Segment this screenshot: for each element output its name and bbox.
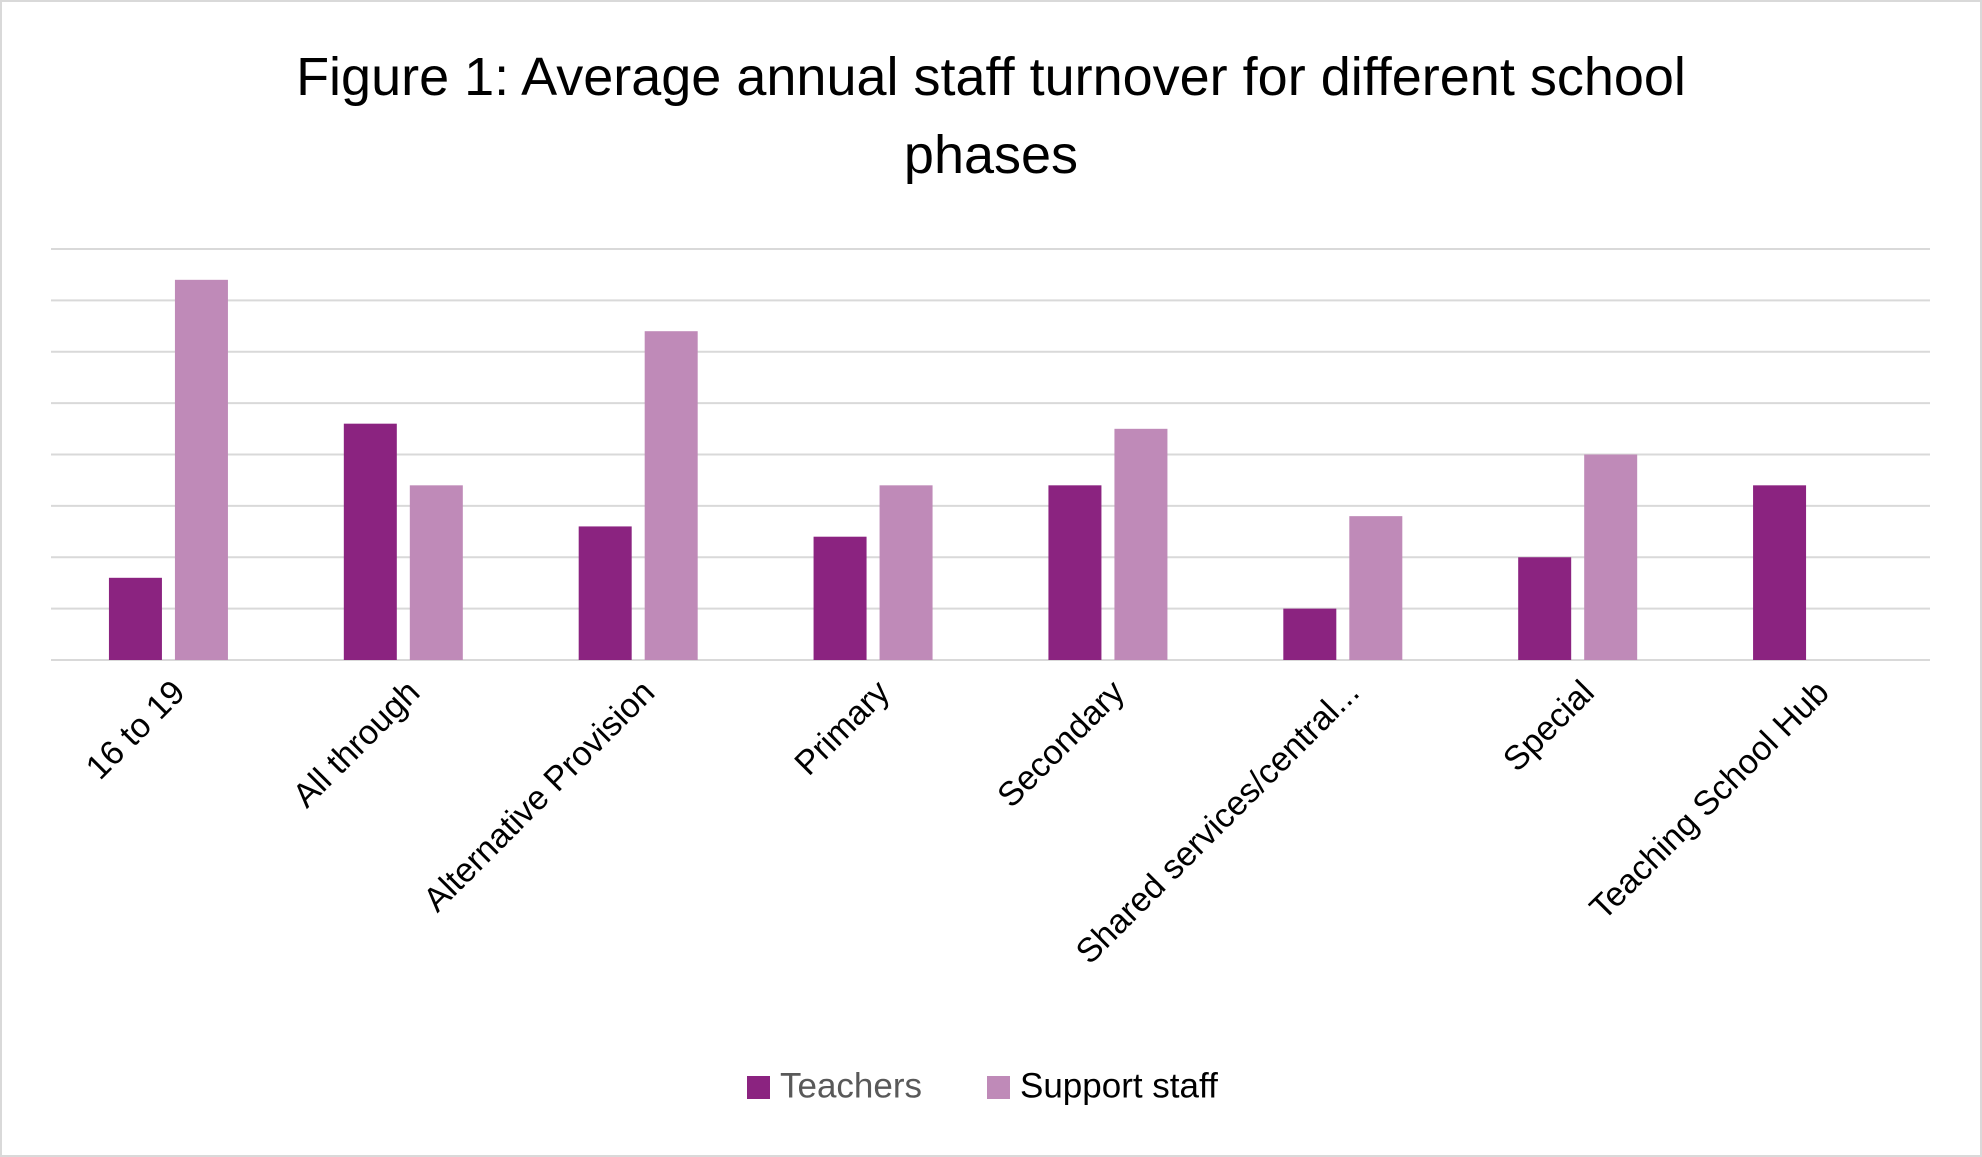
legend-label: Support staff <box>1020 1066 1218 1105</box>
x-tick-label: Special <box>1496 673 1602 779</box>
legend-label: Teachers <box>780 1066 922 1105</box>
bar <box>578 526 632 660</box>
x-tick-label: Teaching School Hub <box>1582 673 1836 927</box>
bar <box>1048 485 1102 660</box>
bar <box>409 485 463 660</box>
bar <box>1349 516 1403 660</box>
bar <box>879 485 933 660</box>
x-tick-label: Alternative Provision <box>416 673 662 919</box>
x-tick-label: 16 to 19 <box>79 673 193 787</box>
bar <box>343 423 397 660</box>
bar <box>1753 485 1807 660</box>
bar <box>108 577 162 660</box>
bar <box>174 279 228 660</box>
bar <box>813 536 867 660</box>
x-tick-label: All through <box>286 673 428 815</box>
bar <box>1283 608 1337 660</box>
bar <box>1518 557 1572 660</box>
x-tick-label: Secondary <box>990 673 1132 815</box>
legend-swatch <box>747 1076 770 1099</box>
legend-swatch <box>987 1076 1010 1099</box>
bar <box>644 331 698 660</box>
chart-title: Figure 1: Average annual staff turnover … <box>296 47 1686 185</box>
x-tick-label: Primary <box>787 673 897 783</box>
bar <box>1584 454 1638 660</box>
bar <box>1114 428 1168 660</box>
